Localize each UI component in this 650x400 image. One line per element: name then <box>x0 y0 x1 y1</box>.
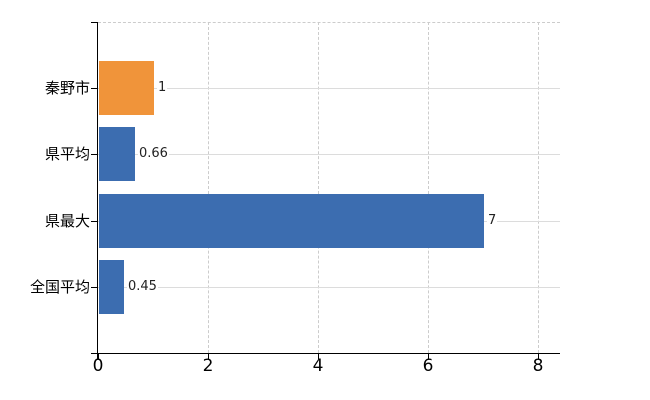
plot-top-border <box>98 22 560 23</box>
grid-vertical <box>208 22 209 353</box>
x-axis-line <box>97 353 560 354</box>
x-tick-mark <box>208 353 209 359</box>
bar <box>99 194 484 248</box>
x-tick-mark <box>318 353 319 359</box>
grid-horizontal <box>98 88 560 89</box>
y-tick-mark <box>91 88 98 89</box>
x-tick-label: 2 <box>202 356 214 376</box>
x-tick-mark <box>98 353 99 359</box>
grid-vertical <box>538 22 539 353</box>
grid-horizontal <box>98 287 560 288</box>
y-tick-mark <box>91 221 98 222</box>
y-tick-mark <box>91 154 98 155</box>
category-label: 秦野市 <box>44 79 90 97</box>
grid-vertical <box>428 22 429 353</box>
value-label: 0.45 <box>127 279 158 295</box>
plot-area: 1 0.66 7 0.45 <box>91 22 560 359</box>
category-label: 県最大 <box>44 212 90 230</box>
y-tick-mark <box>91 287 98 288</box>
y-tick-mark <box>91 22 98 23</box>
value-label: 1 <box>157 80 168 96</box>
category-label: 県平均 <box>44 145 90 163</box>
value-label: 0.66 <box>138 146 169 162</box>
bar <box>99 61 154 115</box>
x-tick-label: 4 <box>312 356 324 376</box>
category-label: 全国平均 <box>29 278 90 296</box>
x-tick-mark <box>428 353 429 359</box>
y-tick-mark <box>91 353 98 354</box>
x-tick-mark <box>538 353 539 359</box>
x-tick-label: 8 <box>532 356 544 376</box>
y-axis-line <box>97 22 98 359</box>
x-tick-label: 6 <box>422 356 434 376</box>
grid-horizontal <box>98 154 560 155</box>
bar <box>99 260 124 314</box>
x-tick-label: 0 <box>92 356 104 376</box>
value-label: 7 <box>487 213 498 229</box>
grid-vertical <box>318 22 319 353</box>
bar <box>99 127 135 181</box>
